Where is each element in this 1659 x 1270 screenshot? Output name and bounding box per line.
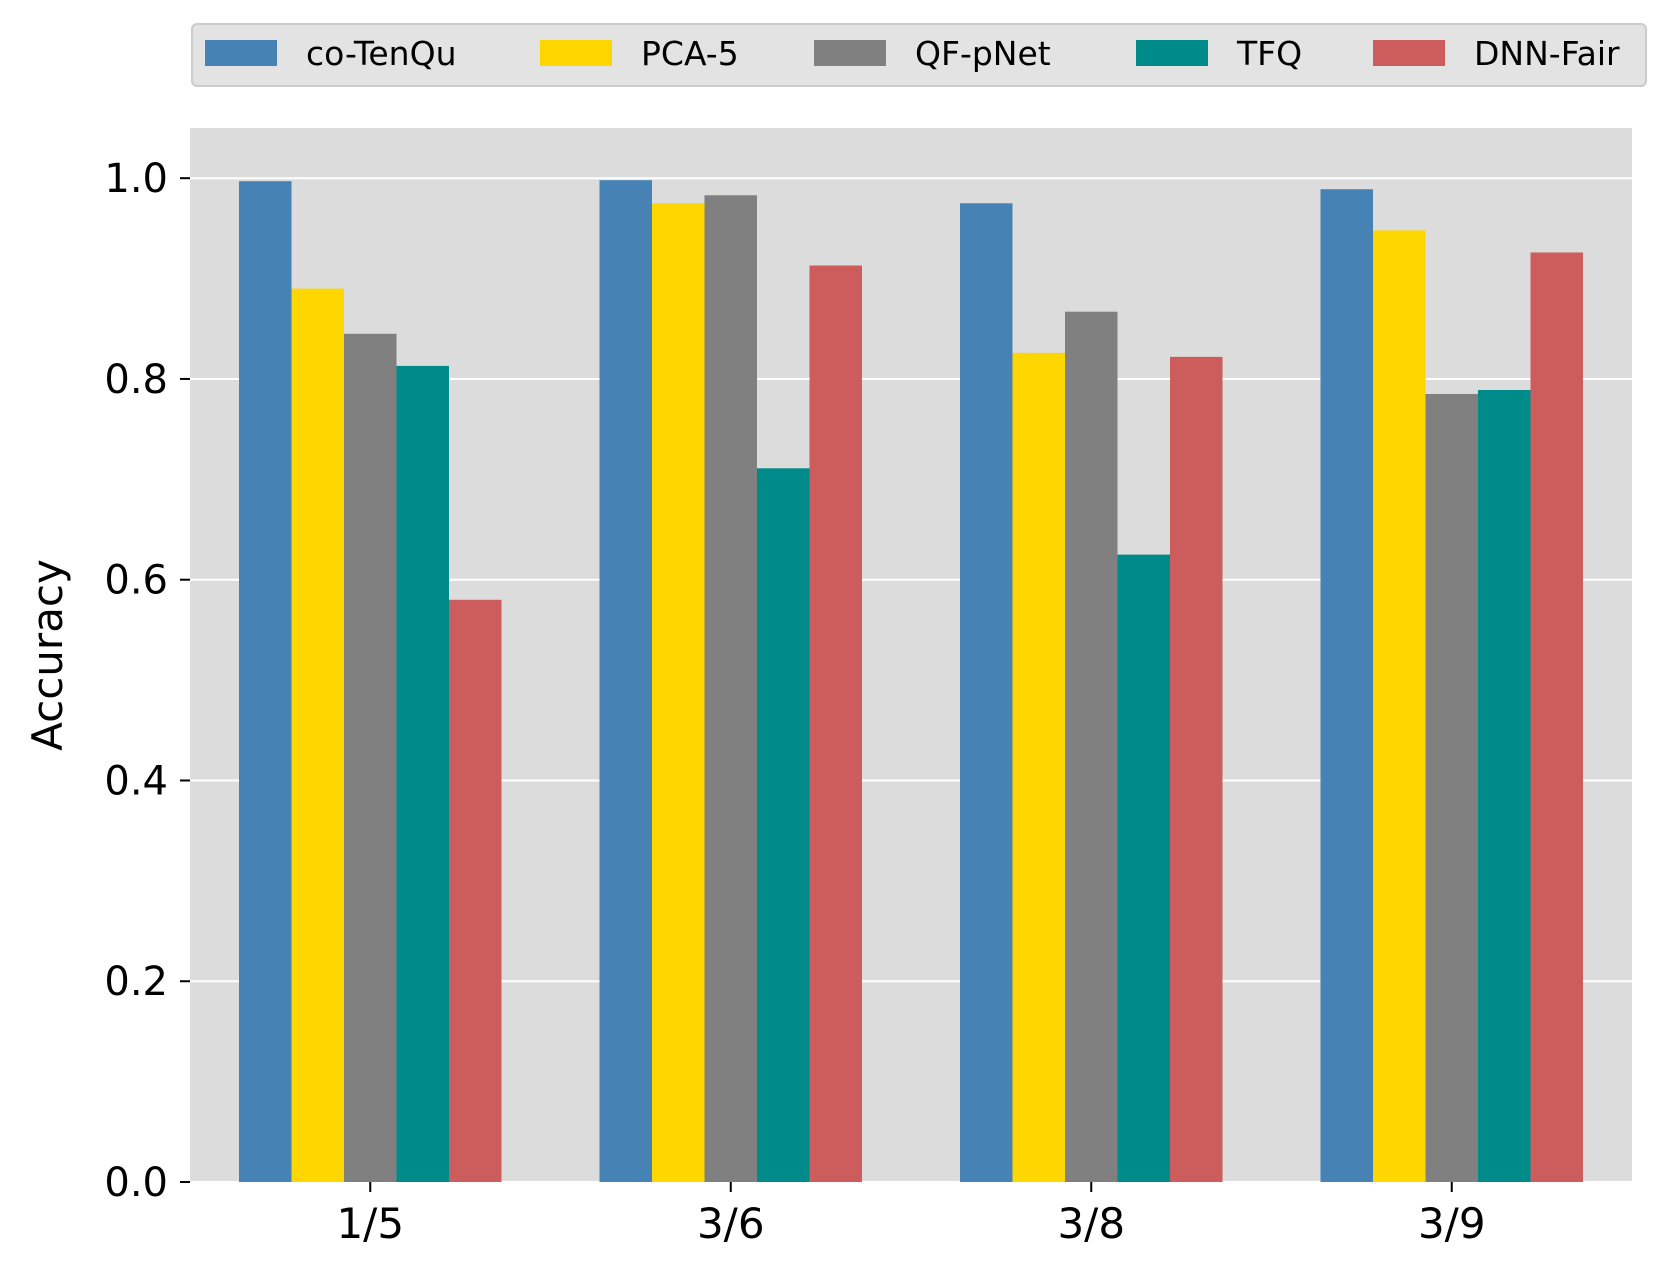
bar-pca-5-3-9 (1373, 230, 1426, 1183)
bar-pca-5-3-8 (1012, 352, 1065, 1182)
legend-swatch (1136, 40, 1208, 66)
x-axis: 1/5 3/6 3/8 3/9 (336, 1182, 1486, 1248)
bar-tfq-3-9 (1478, 389, 1531, 1183)
legend-label: DNN-Fair (1474, 34, 1620, 73)
legend-label: PCA-5 (641, 34, 739, 73)
bar-qf-pnet-3-9 (1425, 394, 1478, 1182)
legend-box (191, 23, 1647, 87)
bar-co-tenqu-3-6 (599, 180, 652, 1182)
x-tick-label: 3/8 (1057, 1199, 1125, 1248)
y-tick-label: 0.4 (104, 758, 168, 804)
bar-co-tenqu-1-5 (239, 181, 292, 1182)
bar-tfq-1-5 (396, 365, 449, 1183)
bar-dnn-fair-3-8 (1170, 356, 1223, 1183)
bars (239, 180, 1583, 1183)
bar-tfq-3-6 (757, 468, 810, 1182)
bar-qf-pnet-1-5 (344, 333, 397, 1182)
bar-dnn-fair-3-9 (1530, 252, 1583, 1182)
legend: co-TenQu PCA-5 QF-pNet TFQ DNN-Fair (191, 23, 1647, 87)
legend-swatch (1373, 40, 1445, 66)
legend-label: QF-pNet (915, 34, 1051, 73)
bar-dnn-fair-3-6 (809, 265, 862, 1182)
bar-tfq-3-8 (1117, 554, 1170, 1182)
legend-swatch (205, 40, 277, 66)
legend-swatch (540, 40, 612, 66)
legend-label: co-TenQu (306, 34, 456, 73)
legend-label: TFQ (1236, 34, 1302, 73)
x-tick-label: 3/9 (1418, 1199, 1486, 1248)
y-tick-label: 0.2 (104, 959, 168, 1005)
y-tick-label: 0.6 (104, 558, 168, 604)
bar-qf-pnet-3-6 (704, 195, 757, 1182)
y-axis-label: Accuracy (23, 559, 72, 751)
x-tick-label: 1/5 (336, 1199, 404, 1248)
y-tick-label: 0.0 (104, 1160, 168, 1206)
bar-qf-pnet-3-8 (1065, 311, 1118, 1182)
bar-pca-5-3-6 (652, 203, 705, 1183)
x-tick-label: 3/6 (697, 1199, 765, 1248)
bar-co-tenqu-3-8 (960, 203, 1013, 1183)
y-axis: 0.0 0.2 0.4 0.6 0.8 1.0 (104, 156, 190, 1206)
y-tick-label: 0.8 (104, 357, 168, 403)
legend-swatch (814, 40, 886, 66)
bar-co-tenqu-3-9 (1320, 189, 1373, 1183)
bar-pca-5-1-5 (291, 288, 344, 1183)
bar-dnn-fair-1-5 (449, 599, 502, 1182)
y-tick-label: 1.0 (104, 156, 168, 202)
